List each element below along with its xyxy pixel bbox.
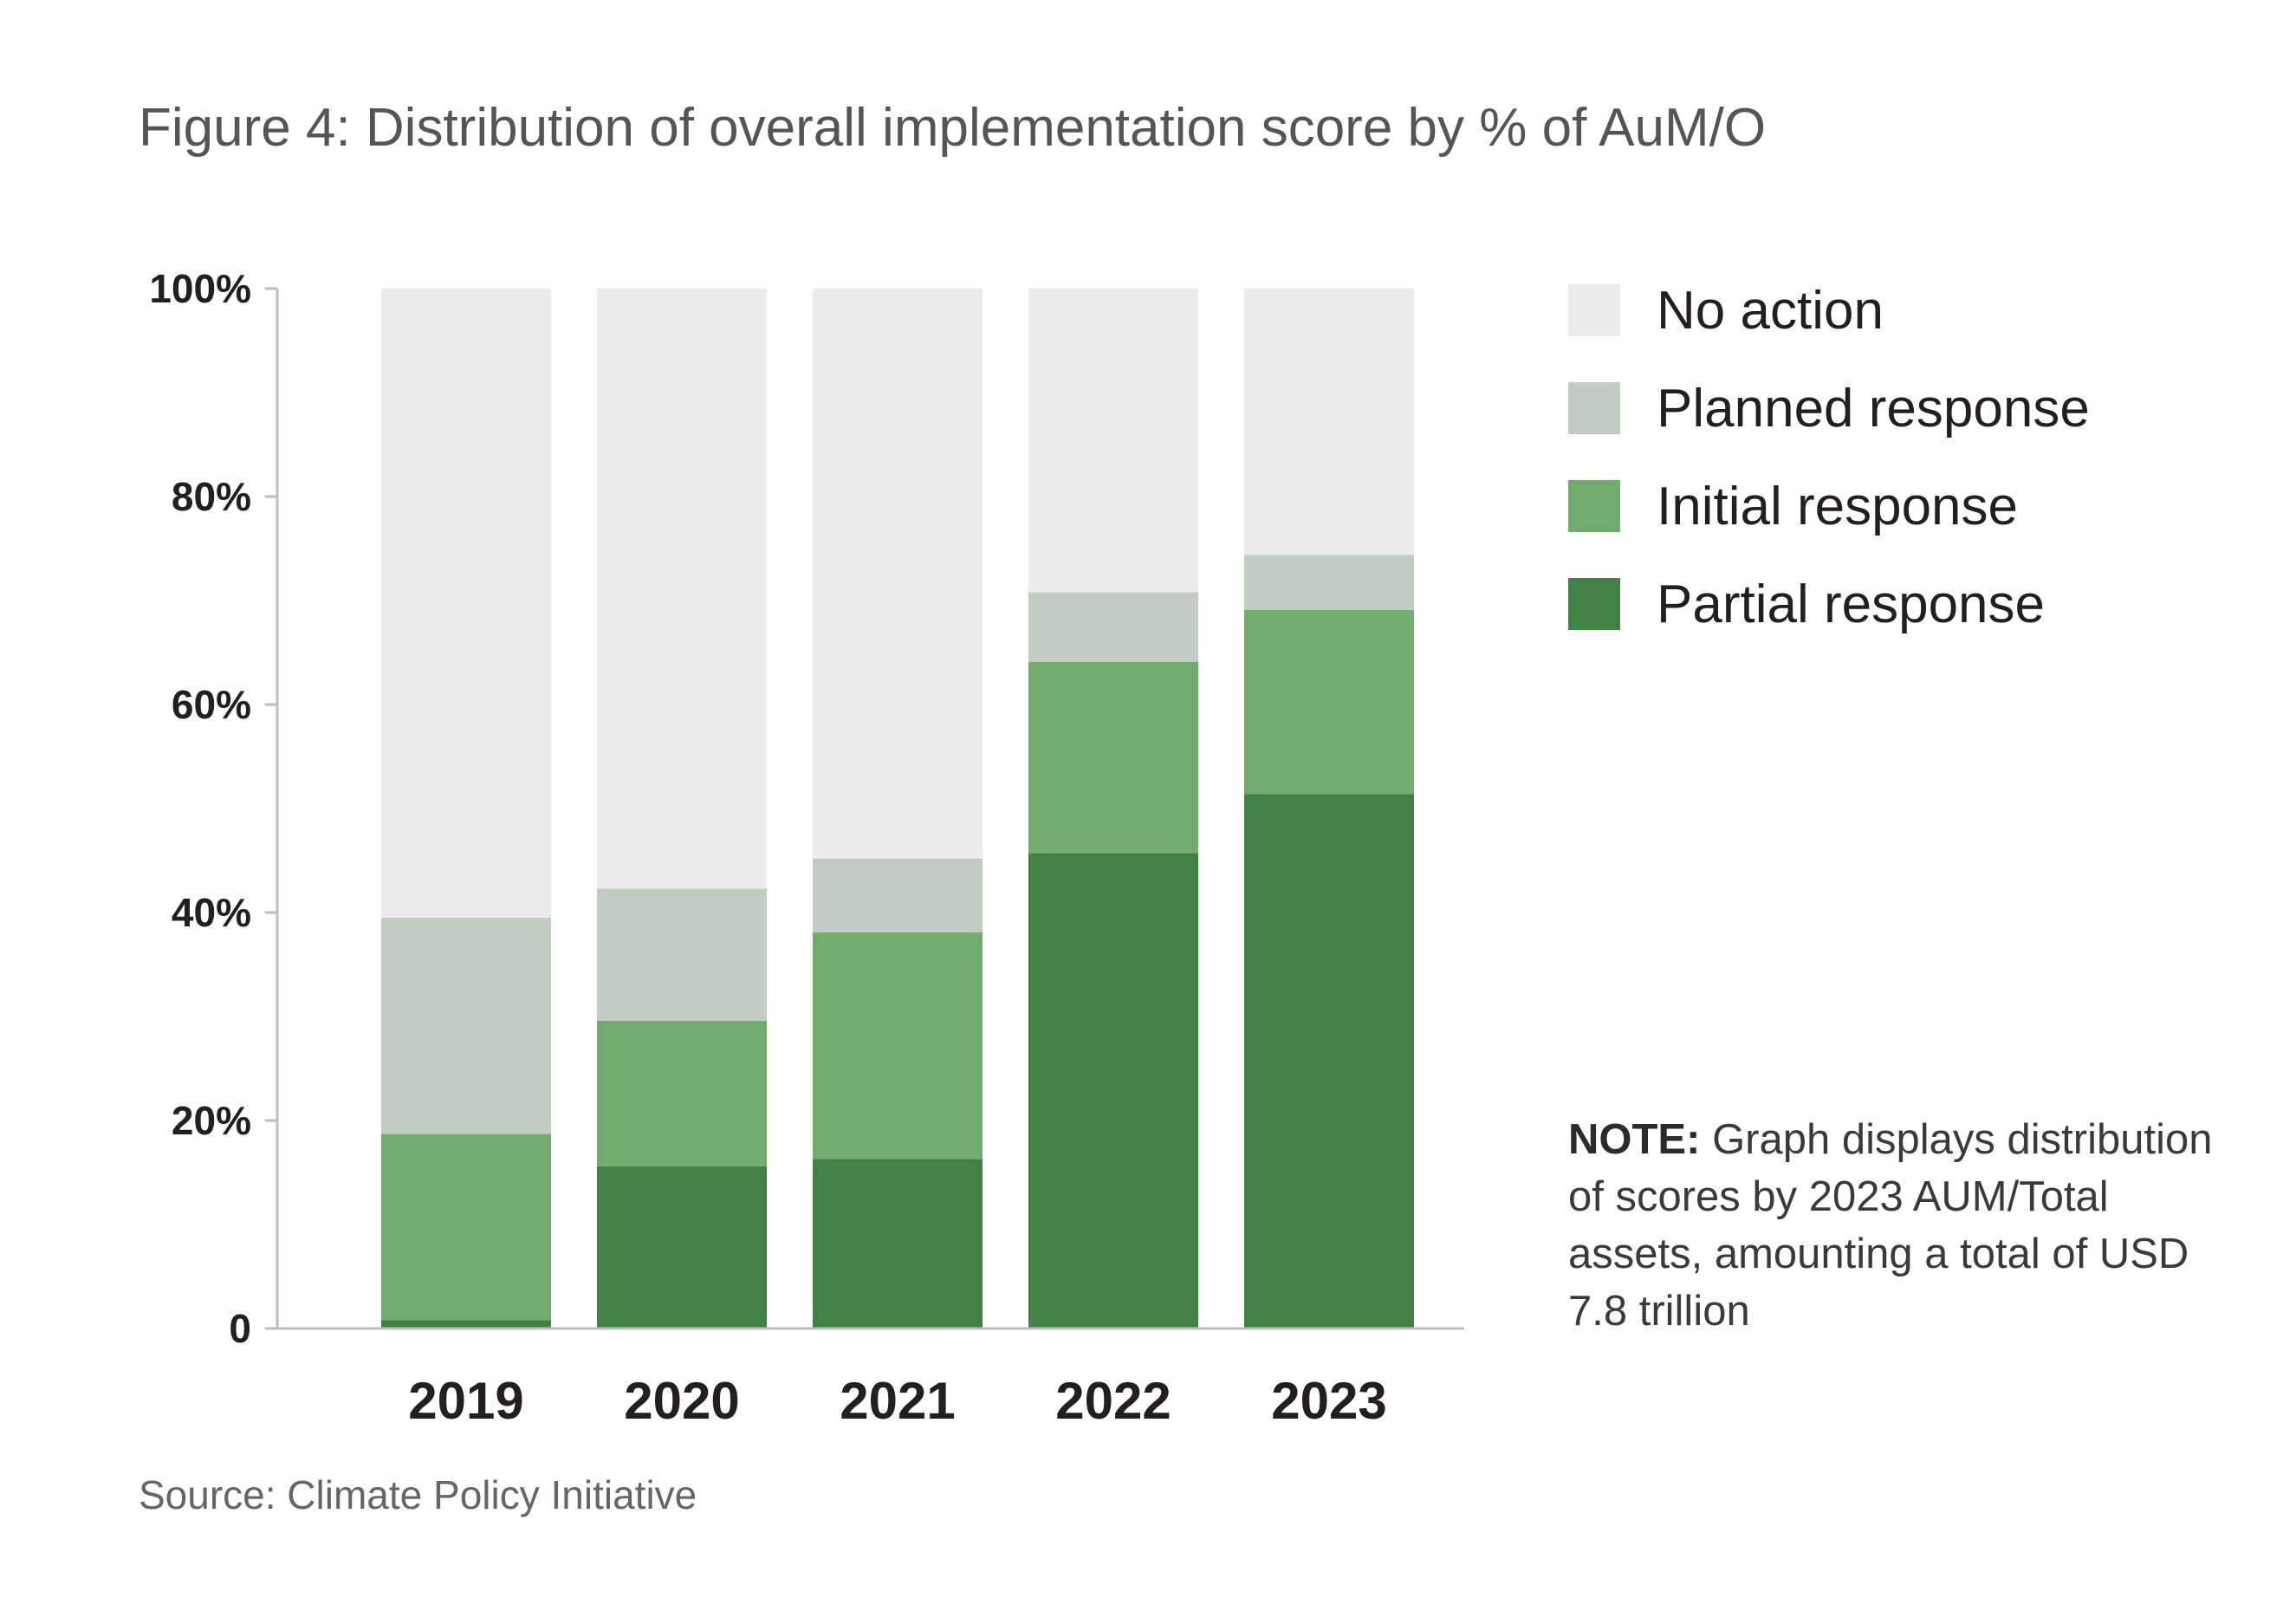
bar-2023-planned-response	[1244, 555, 1414, 610]
legend-swatch-initial-response	[1568, 480, 1620, 532]
legend-label-no-action: No action	[1657, 280, 1884, 341]
legend-swatch-no-action	[1568, 284, 1620, 336]
legend-item-partial-response: Partial response	[1568, 575, 2090, 634]
note-label: NOTE:	[1568, 1116, 1701, 1163]
chart-note: NOTE: Graph displays distribution of sco…	[1568, 1111, 2244, 1340]
legend: No action Planned response Initial respo…	[1568, 281, 2090, 676]
bar-2019-initial-response	[381, 1134, 551, 1321]
bar-2020-no-action	[597, 289, 767, 889]
x-tick-label-2021: 2021	[840, 1372, 955, 1430]
y-tick-label-20: 20%	[172, 1098, 251, 1143]
legend-swatch-planned-response	[1568, 382, 1620, 434]
bar-2021-planned-response	[813, 858, 983, 932]
legend-item-no-action: No action	[1568, 281, 2090, 341]
bar-2022-initial-response	[1028, 661, 1198, 854]
bar-2022-no-action	[1028, 289, 1198, 593]
x-axis: 2019 2020 2021 2022 2023	[277, 1327, 1464, 1430]
y-tick-label-60: 60%	[172, 682, 251, 727]
bar-2019-no-action	[381, 289, 551, 918]
bar-2019-planned-response	[381, 918, 551, 1134]
bar-2023-no-action	[1244, 289, 1414, 555]
bar-2023-initial-response	[1244, 609, 1414, 795]
legend-label-planned-response: Planned response	[1657, 378, 2090, 438]
bar-2022-partial-response	[1028, 853, 1198, 1328]
x-tick-label-2023: 2023	[1271, 1372, 1386, 1430]
x-tick-label-2022: 2022	[1055, 1372, 1171, 1430]
note-text: Graph displays distribution of scores by…	[1568, 1116, 2213, 1335]
source-line: Source: Climate Policy Initiative	[139, 1472, 697, 1517]
bar-2021-partial-response	[813, 1159, 983, 1328]
bar-2019-partial-response	[381, 1320, 551, 1328]
bar-2020-initial-response	[597, 1020, 767, 1166]
y-tick-label-100: 100%	[149, 266, 251, 311]
y-tick-label-80: 80%	[172, 474, 251, 519]
y-tick-label-40: 40%	[172, 890, 251, 935]
legend-swatch-partial-response	[1568, 578, 1620, 630]
bars-group	[381, 289, 1414, 1328]
y-tick-label-0: 0	[229, 1306, 251, 1351]
stacked-bar-chart: 0 20% 40% 60% 80% 100% 2019 2020 2021 2022 2023	[149, 266, 1464, 1430]
bar-2020-planned-response	[597, 888, 767, 1021]
bar-2023-partial-response	[1244, 794, 1414, 1328]
legend-item-initial-response: Initial response	[1568, 477, 2090, 536]
y-axis: 0 20% 40% 60% 80% 100%	[149, 266, 279, 1351]
chart-title: Figure 4: Distribution of overall implem…	[139, 98, 1767, 158]
legend-label-partial-response: Partial response	[1657, 574, 2046, 634]
x-tick-label-2020: 2020	[624, 1372, 739, 1430]
legend-label-initial-response: Initial response	[1657, 476, 2019, 536]
bar-2021-no-action	[813, 289, 983, 859]
x-tick-label-2019: 2019	[408, 1372, 523, 1430]
bar-2022-planned-response	[1028, 592, 1198, 662]
legend-item-planned-response: Planned response	[1568, 379, 2090, 438]
bar-2021-initial-response	[813, 932, 983, 1160]
bar-2020-partial-response	[597, 1166, 767, 1328]
